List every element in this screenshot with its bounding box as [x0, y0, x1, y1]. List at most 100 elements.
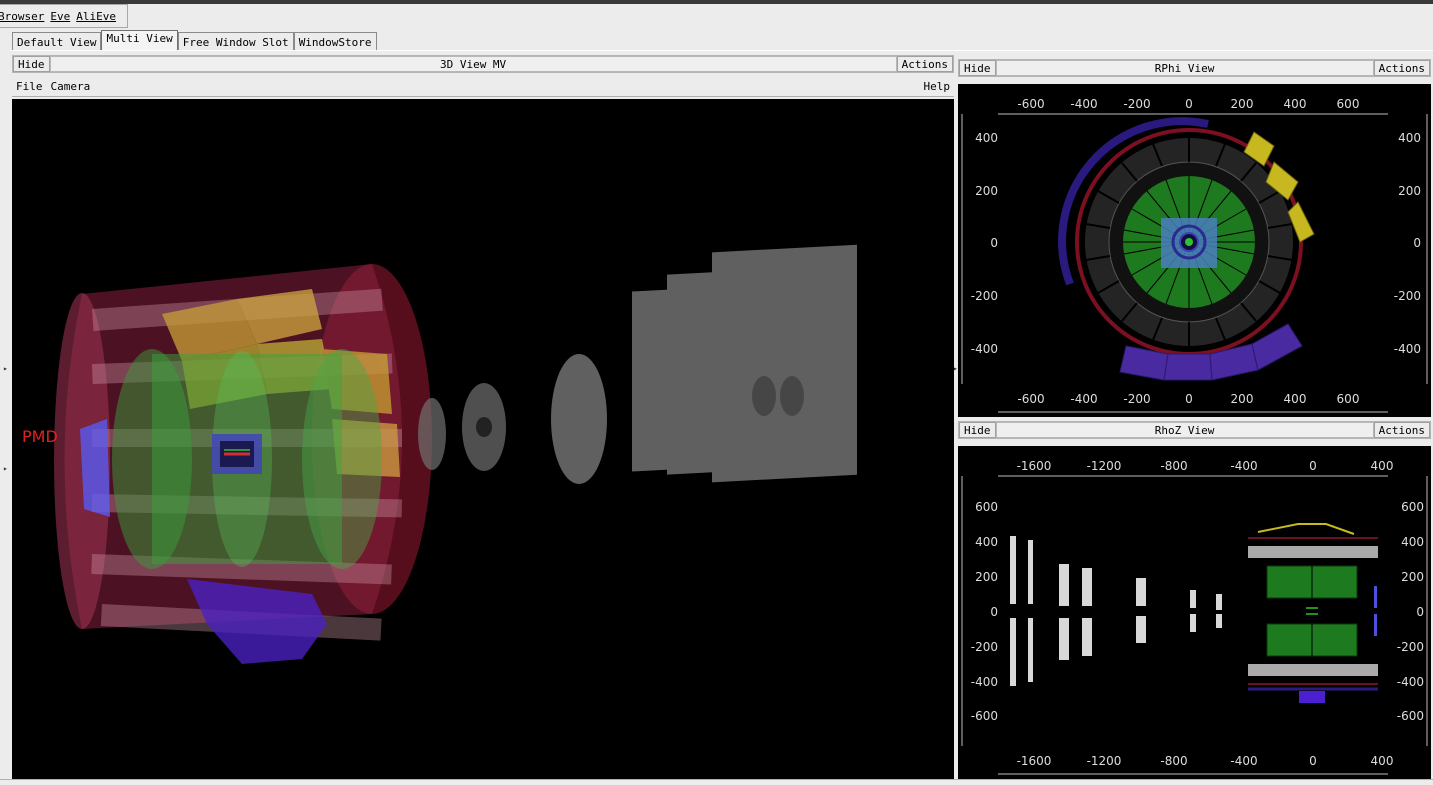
rphi-emcal-arc — [1058, 117, 1209, 286]
svg-text:200: 200 — [975, 184, 998, 198]
rphi-its-ring-outer — [1171, 224, 1207, 260]
splitter-left-arrow-2[interactable]: ▸ — [3, 464, 8, 473]
rphi-phos — [1119, 323, 1303, 381]
view3d-menu-help[interactable]: Help — [923, 80, 951, 93]
svg-text:-200: -200 — [1397, 640, 1424, 654]
muon-chambers — [551, 244, 857, 484]
view3d-hide-button[interactable]: Hide — [13, 56, 50, 72]
rphi-axis-lines — [961, 113, 1428, 413]
splitter-mid-arrow[interactable]: ▸ — [953, 364, 958, 373]
svg-text:600: 600 — [975, 500, 998, 514]
svg-text:-400: -400 — [1230, 754, 1257, 768]
svg-text:400: 400 — [1398, 131, 1421, 145]
svg-text:-600: -600 — [1017, 97, 1044, 111]
svg-text:-400: -400 — [971, 675, 998, 689]
svg-text:600: 600 — [1337, 392, 1360, 406]
pmd-detector — [80, 419, 110, 517]
svg-text:200: 200 — [1398, 184, 1421, 198]
svg-text:400: 400 — [1284, 392, 1307, 406]
svg-text:-800: -800 — [1160, 459, 1187, 473]
rphi-trd-sectors — [1085, 138, 1293, 346]
svg-text:400: 400 — [975, 535, 998, 549]
rphi-canvas[interactable]: -600 -400 -200 0 200 400 600 -600 -400 -… — [958, 84, 1431, 417]
rhoz-axis-lines — [961, 475, 1428, 775]
view3d-title[interactable]: 3D View MV — [49, 56, 897, 72]
splitter-left-arrow[interactable]: ▸ — [3, 364, 8, 373]
rphi-beam-pipe — [1185, 238, 1193, 246]
rhoz-emcal — [1257, 523, 1355, 535]
menu-alieve[interactable]: AliEve — [76, 9, 116, 23]
rphi-emcal — [1243, 131, 1315, 243]
rphi-plot: -600 -400 -200 0 200 400 600 -600 -400 -… — [961, 97, 1428, 413]
muon-absorber-hole — [476, 417, 492, 437]
status-bottom-bar — [0, 779, 1433, 785]
svg-text:-200: -200 — [1394, 289, 1421, 303]
svg-text:200: 200 — [1401, 570, 1424, 584]
rhoz-title[interactable]: RhoZ View — [995, 422, 1374, 438]
svg-text:0: 0 — [990, 605, 998, 619]
view3d-canvas[interactable]: PMD — [12, 99, 954, 779]
view3d-menu-camera[interactable]: Camera — [50, 80, 91, 93]
rhoz-plot: -1600 -1200 -800 -400 0 400 -1600 -1200 … — [961, 459, 1428, 775]
rhoz-titlebar: Hide RhoZ View Actions — [958, 421, 1431, 439]
main-menubar: Browser Eve AliEve — [0, 4, 128, 28]
svg-text:0: 0 — [1309, 459, 1317, 473]
svg-text:0: 0 — [1185, 392, 1193, 406]
rphi-y-ticks-left: 400 200 0 -200 -400 — [971, 131, 998, 356]
svg-text:200: 200 — [975, 570, 998, 584]
tab-free-window-slot[interactable]: Free Window Slot — [177, 32, 294, 51]
svg-text:-600: -600 — [971, 709, 998, 723]
svg-text:-400: -400 — [1070, 97, 1097, 111]
rhoz-x-ticks-bottom: -1600 -1200 -800 -400 0 400 — [1017, 754, 1394, 768]
svg-text:-400: -400 — [1394, 342, 1421, 356]
muon-absorber-1 — [418, 398, 446, 470]
tab-windowstore[interactable]: WindowStore — [293, 32, 377, 51]
svg-text:400: 400 — [1371, 754, 1394, 768]
svg-text:-400: -400 — [971, 342, 998, 356]
svg-text:600: 600 — [1337, 97, 1360, 111]
muon-hole-1 — [752, 376, 776, 416]
svg-text:-200: -200 — [971, 289, 998, 303]
phos-detector — [187, 579, 327, 664]
tpc-endcap-right — [302, 349, 382, 569]
svg-text:-800: -800 — [1160, 754, 1187, 768]
svg-text:-400: -400 — [1397, 675, 1424, 689]
view3d-titlebar: Hide 3D View MV Actions — [12, 55, 954, 73]
svg-text:400: 400 — [1401, 535, 1424, 549]
rphi-hide-button[interactable]: Hide — [959, 60, 996, 76]
svg-text:600: 600 — [1401, 500, 1424, 514]
rhoz-hide-button[interactable]: Hide — [959, 422, 996, 438]
rphi-x-ticks-bottom: -600 -400 -200 0 200 400 600 — [1017, 392, 1359, 406]
svg-text:400: 400 — [975, 131, 998, 145]
svg-text:-600: -600 — [1017, 392, 1044, 406]
svg-text:-400: -400 — [1230, 459, 1257, 473]
rhoz-y-ticks-left: 600 400 200 0 -200 -400 -600 — [971, 500, 998, 723]
svg-text:-200: -200 — [971, 640, 998, 654]
rhoz-phos — [1299, 691, 1325, 703]
rphi-x-ticks-top: -600 -400 -200 0 200 400 600 — [1017, 97, 1359, 111]
svg-text:400: 400 — [1284, 97, 1307, 111]
view3d-actions-button[interactable]: Actions — [896, 56, 953, 72]
svg-text:-200: -200 — [1123, 392, 1150, 406]
menu-browser[interactable]: Browser — [0, 9, 45, 23]
rhoz-x-ticks-top: -1600 -1200 -800 -400 0 400 — [1017, 459, 1394, 473]
svg-text:0: 0 — [1413, 236, 1421, 250]
svg-text:-1600: -1600 — [1017, 459, 1052, 473]
tab-multi-view[interactable]: Multi View — [101, 30, 178, 51]
svg-text:-1200: -1200 — [1087, 754, 1122, 768]
pmd-label: PMD — [22, 427, 58, 446]
rphi-y-ticks-right: 400 200 0 -200 -400 — [1394, 131, 1421, 356]
view3d-menu-file[interactable]: File — [16, 80, 43, 93]
svg-text:0: 0 — [1185, 97, 1193, 111]
svg-text:0: 0 — [1416, 605, 1424, 619]
menu-eve[interactable]: Eve — [50, 9, 71, 23]
rphi-title[interactable]: RPhi View — [995, 60, 1374, 76]
window-top-strip — [0, 0, 1433, 4]
rphi-actions-button[interactable]: Actions — [1373, 60, 1430, 76]
view3d-menubar: File Camera Help — [12, 77, 954, 97]
rhoz-actions-button[interactable]: Actions — [1373, 422, 1430, 438]
tab-default-view[interactable]: Default View — [12, 32, 102, 51]
alice-3d-detector: PMD — [22, 244, 857, 664]
rhoz-canvas[interactable]: -1600 -1200 -800 -400 0 400 -1600 -1200 … — [958, 446, 1431, 779]
rphi-titlebar: Hide RPhi View Actions — [958, 59, 1431, 77]
